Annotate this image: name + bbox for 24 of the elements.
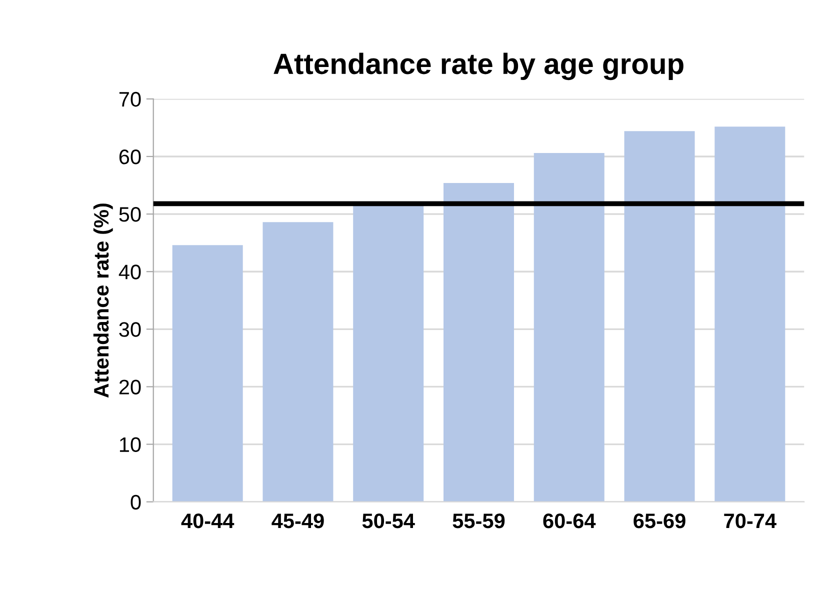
y-axis-title: Attendance rate (%) (93, 204, 113, 398)
x-tick-label: 60-64 (543, 513, 596, 528)
y-tick-label: 10 (120, 437, 141, 452)
y-tick-label: 50 (119, 207, 141, 222)
y-tick-label: 60 (119, 149, 141, 164)
x-tick-label: 55-59 (452, 513, 505, 528)
y-tick-label: 70 (119, 92, 141, 107)
bar (624, 131, 695, 502)
bar (534, 153, 604, 502)
x-tick-label: 45-49 (272, 513, 324, 528)
y-tick-label: 20 (119, 380, 141, 394)
bar (353, 204, 424, 502)
y-tick-label: 30 (119, 322, 141, 337)
bar (444, 182, 514, 502)
bar (714, 126, 786, 502)
chart-title: Attendance rate by age group (274, 52, 684, 80)
x-tick-label: 50-54 (362, 513, 415, 528)
x-tick-label: 65-69 (634, 513, 686, 528)
y-tick-label: 0 (130, 494, 141, 510)
bar (262, 222, 334, 502)
bar (172, 245, 243, 502)
x-tick-label: 70-74 (724, 513, 776, 528)
x-tick-label: 40-44 (181, 513, 234, 528)
y-tick-label: 40 (118, 264, 141, 280)
